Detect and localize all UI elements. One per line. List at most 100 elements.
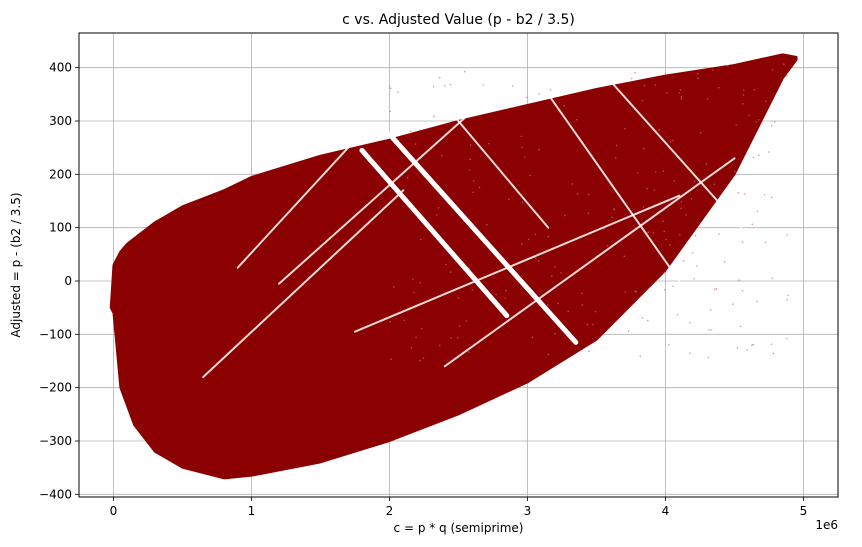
scatter-point: [763, 193, 766, 196]
scatter-point: [403, 319, 406, 322]
scatter-point: [742, 94, 745, 96]
scatter-point: [639, 355, 642, 358]
scatter-point: [641, 317, 644, 319]
scatter-point: [406, 177, 409, 179]
scatter-point: [765, 100, 767, 103]
scatter-point: [723, 260, 726, 263]
scatter-point: [658, 128, 660, 131]
scatter-point: [576, 193, 579, 195]
scatter-point: [786, 337, 789, 340]
scatter-point: [521, 201, 524, 204]
scatter-point: [457, 296, 460, 299]
data-points: [109, 53, 798, 480]
scatter-point: [735, 124, 737, 126]
scatter-point: [652, 232, 655, 234]
scatter-point: [693, 277, 695, 280]
scatter-point: [458, 325, 461, 327]
scatter-point: [587, 212, 590, 215]
x-tick-label: 1: [248, 504, 256, 518]
scatter-point: [748, 114, 751, 117]
scatter-point: [709, 309, 712, 311]
scatter-point: [504, 297, 507, 299]
scatter-point: [437, 206, 440, 209]
scatter-point: [420, 327, 423, 330]
scatter-point: [679, 89, 682, 91]
point-gap-line: [202, 189, 405, 378]
point-gap-line: [547, 93, 681, 282]
scatter-point: [594, 310, 597, 313]
scatter-point: [630, 77, 633, 80]
scatter-point: [471, 289, 474, 291]
scatter-point: [743, 193, 746, 195]
scatter-point: [575, 118, 578, 121]
scatter-point: [752, 156, 755, 159]
scatter-point: [520, 135, 523, 138]
scatter-point: [567, 310, 570, 313]
scatter-point: [482, 84, 485, 86]
scatter-point: [463, 70, 466, 73]
scatter-point: [690, 198, 693, 200]
scatter-point: [613, 208, 616, 211]
scatter-point: [707, 356, 710, 359]
scatter-point: [450, 336, 452, 339]
point-gap-line: [359, 147, 510, 319]
scatter-point: [438, 344, 441, 347]
chart-title: c vs. Adjusted Value (p - b2 / 3.5): [342, 12, 575, 28]
scatter-point: [422, 357, 425, 359]
x-tick-label: 5: [800, 504, 808, 518]
scatter-point: [711, 69, 714, 71]
scatter-point: [753, 88, 756, 91]
scatter-point: [624, 291, 627, 293]
scatter-point: [449, 83, 452, 86]
scatter-point: [783, 63, 785, 65]
scatter-point: [547, 353, 550, 356]
x-tick-label: 4: [662, 504, 670, 518]
scatter-point: [665, 92, 668, 94]
scatter-point: [673, 179, 676, 182]
scatter-point: [710, 328, 713, 331]
x-tick-label: 0: [110, 504, 118, 518]
scatter-point: [668, 244, 671, 246]
x-tick-label: 2: [386, 504, 394, 518]
scatter-point: [468, 169, 471, 171]
y-tick-label: −400: [39, 487, 72, 501]
scatter-point: [525, 96, 528, 99]
scatter-point: [739, 325, 742, 328]
scatter-point: [773, 120, 776, 123]
scatter-point: [742, 89, 745, 91]
scatter-point: [693, 180, 696, 183]
scatter-point: [414, 143, 417, 145]
scatter-point: [606, 244, 609, 247]
scatter-point: [389, 110, 391, 113]
scatter-point: [713, 183, 716, 186]
scatter-point: [419, 238, 422, 241]
scatter-point: [758, 154, 760, 157]
scatter-point: [465, 320, 468, 322]
scatter-point: [478, 186, 481, 189]
scatter-point: [746, 349, 748, 351]
scatter-point: [419, 359, 421, 362]
scatter-point: [772, 352, 775, 355]
scatter-point: [438, 76, 441, 79]
scatter-point: [715, 287, 718, 290]
scatter-point: [678, 233, 681, 236]
y-tick-label: −100: [39, 327, 72, 341]
scatter-point: [415, 336, 417, 339]
scatter-point: [413, 291, 415, 294]
scatter-point: [706, 98, 709, 100]
scatter-point: [529, 174, 531, 177]
scatter-point: [557, 302, 559, 305]
scatter-point: [412, 278, 414, 281]
scatter-point: [694, 234, 697, 237]
scatter-point: [669, 141, 672, 143]
scatter-point: [642, 147, 645, 150]
scatter-point: [551, 275, 553, 278]
scatter-point: [419, 281, 422, 284]
axis-ticks: 0 1 2 3 4 5 −400 −300 −200 −100 0 100 200 300 400: [39, 61, 807, 518]
scatter-point: [676, 314, 679, 316]
scatter-point: [488, 142, 490, 145]
scatter-point: [770, 343, 773, 345]
scatter-point: [538, 93, 540, 95]
scatter-point: [390, 358, 392, 360]
scatter-point: [546, 304, 549, 306]
